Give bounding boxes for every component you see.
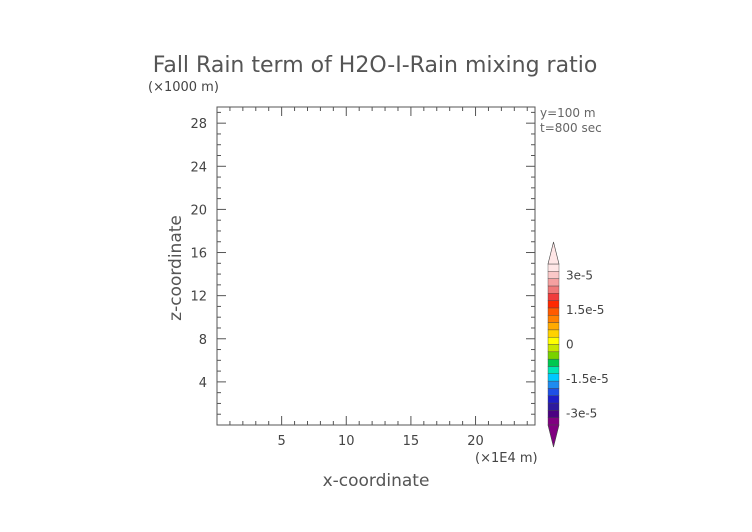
y-axis-label: z-coordinate [166, 215, 186, 321]
colorbar-swatch [547, 322, 560, 331]
axis-ticks [217, 107, 535, 425]
colorbar-swatch [547, 293, 560, 301]
colorbar-label: -1.5e-5 [566, 372, 609, 386]
chart-title: Fall Rain term of H2O-I-Rain mixing rati… [153, 53, 598, 78]
colorbar-swatch [547, 278, 560, 287]
y-unit-label: (×1000 m) [148, 80, 219, 95]
colorbar-swatch [547, 285, 560, 294]
y-tick-label: 20 [190, 203, 207, 218]
colorbar-min-arrow [547, 424, 560, 448]
colorbar-swatch [547, 366, 560, 374]
y-tick-label: 12 [190, 290, 207, 305]
y-tick-label: 16 [190, 247, 207, 262]
colorbar-label: 3e-5 [566, 269, 593, 283]
colorbar-label: 1.5e-5 [566, 303, 604, 317]
colorbar-swatch [547, 336, 560, 345]
y-tick-label: 8 [199, 333, 207, 348]
y-tick-label: 24 [190, 160, 207, 175]
annotation-y: y=100 m [540, 106, 596, 120]
colorbar-swatch [547, 300, 560, 309]
colorbar-label: -3e-5 [566, 407, 597, 421]
colorbar-swatch [547, 315, 560, 323]
colorbar-swatch [547, 380, 560, 389]
x-unit-label: (×1E4 m) [475, 451, 538, 466]
x-tick-label: 15 [403, 434, 420, 449]
colorbar-swatch [547, 410, 560, 418]
annotation-t: t=800 sec [540, 121, 602, 135]
colorbar-swatch [547, 271, 560, 279]
plot-area [216, 106, 536, 426]
colorbar: 3e-5 1.5e-5 0 -1.5e-5 -3e-5 [547, 241, 609, 448]
colorbar-label: 0 [566, 338, 574, 352]
colorbar-swatch [547, 263, 560, 272]
colorbar-swatch [547, 329, 560, 338]
x-tick-label: 5 [277, 434, 285, 449]
x-tick-label: 20 [467, 434, 484, 449]
colorbar-swatch [547, 358, 560, 367]
y-tick-label: 28 [190, 117, 207, 132]
colorbar-swatch [547, 388, 560, 396]
colorbar-swatch [547, 402, 560, 411]
colorbar-swatch [547, 395, 560, 404]
axis-tick-labels: 5 10 15 20 4 8 12 16 20 24 28 [190, 117, 483, 449]
colorbar-swatch [547, 344, 560, 353]
x-axis-label: x-coordinate [323, 471, 430, 491]
colorbar-swatch [547, 307, 560, 316]
y-tick-label: 4 [199, 376, 207, 391]
colorbar-max-arrow [547, 241, 560, 265]
colorbar-swatch [547, 373, 560, 382]
colorbar-swatch [547, 351, 560, 360]
x-tick-label: 10 [338, 434, 355, 449]
colorbar-swatch [547, 417, 560, 426]
